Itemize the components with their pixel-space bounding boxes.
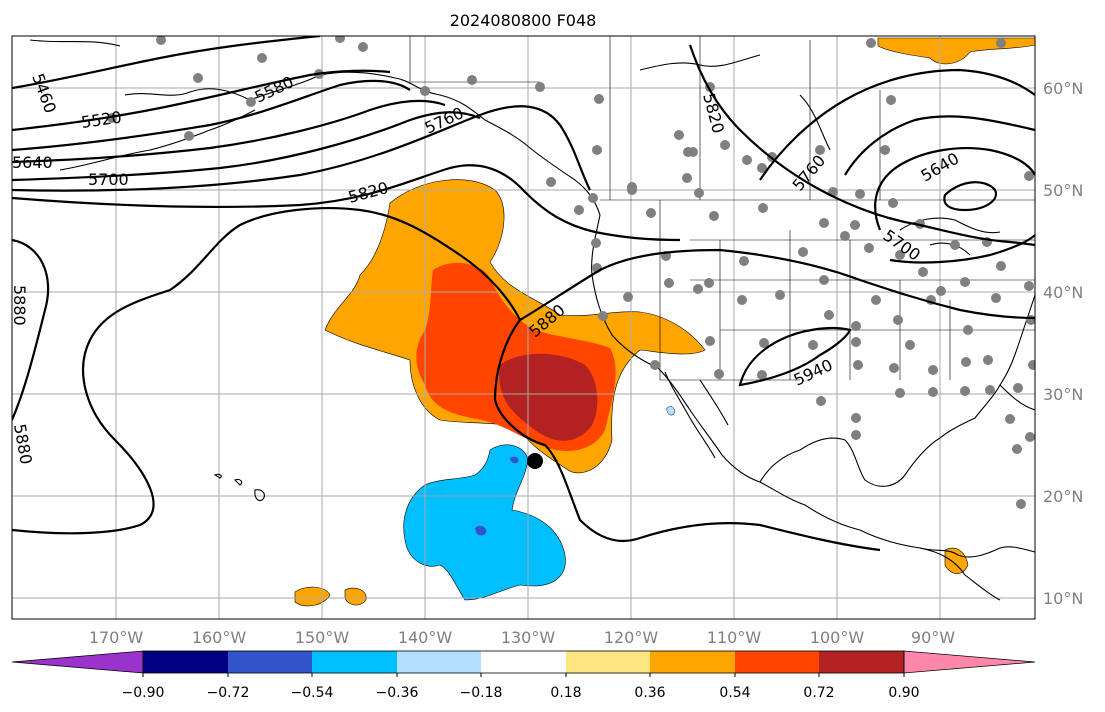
contour-label: 5880 [10, 422, 36, 465]
lon-label: 160°W [192, 628, 247, 647]
colorbar-segment [819, 651, 904, 673]
coastlines [29, 39, 1035, 601]
contour-5580 [12, 79, 411, 152]
hawaii-islands [213, 473, 265, 502]
lat-label: 30°N [1043, 385, 1083, 404]
positive-anomaly-dark-red [499, 353, 598, 441]
colorbar-tick-label: −0.18 [460, 685, 503, 701]
colorbar-tick-label: −0.72 [207, 685, 250, 701]
map-frame [11, 35, 1036, 620]
lon-label: 130°W [501, 628, 556, 647]
height-contours [12, 36, 1035, 552]
lon-label: 170°W [89, 628, 144, 647]
contour-5820-east [688, 44, 1035, 247]
colorbar-segment [397, 651, 481, 673]
colorbar-segment [735, 651, 819, 673]
positive-anomaly-orange-hudson [877, 37, 1035, 65]
colorbar-segment [566, 651, 650, 673]
graticule [12, 36, 1035, 619]
aleutian-chain [59, 109, 256, 171]
contour-5700-east [844, 115, 1035, 176]
positive-anomaly-orange-mexico [944, 547, 969, 574]
baja-california [664, 371, 729, 459]
contour-5760 [12, 105, 591, 192]
colorbar-tick-label: 0.18 [550, 685, 581, 701]
alaska-coast [29, 39, 601, 216]
lat-label: 40°N [1043, 283, 1083, 302]
lat-label: 20°N [1043, 487, 1083, 506]
map-title: 2024080800 F048 [450, 11, 597, 30]
longitude-labels: 170°W 160°W 150°W 140°W 130°W 120°W 110°… [89, 628, 955, 647]
positive-anomaly-orange-south [294, 586, 367, 607]
colorbar-tick-label: 0.72 [803, 685, 834, 701]
contour-5880-main [12, 207, 641, 542]
contour-label: 5640 [12, 153, 53, 172]
light-blue-spot [666, 406, 675, 416]
contour-5880-west [12, 238, 50, 421]
contour-label: 5880 [10, 285, 29, 326]
lat-label: 10°N [1043, 589, 1083, 608]
target-location-marker [527, 453, 543, 469]
gulf-of-mexico-coast [759, 384, 1035, 487]
colorbar-segment [143, 651, 228, 673]
colorbar-tick-label: −0.90 [122, 685, 165, 701]
colorbar-extend-left [11, 650, 144, 674]
negative-anomaly-blue [475, 456, 519, 536]
map-panel: 5460 5520 5580 5640 5700 5760 5820 5880 … [10, 36, 1035, 619]
colorbar-tick-label: 0.90 [888, 685, 919, 701]
lon-label: 140°W [398, 628, 453, 647]
latitude-labels: 60°N 50°N 40°N 30°N 20°N 10°N [1043, 79, 1083, 608]
colorbar-segment [650, 651, 735, 673]
contour-5520 [12, 69, 391, 132]
contour-5460 [12, 36, 321, 90]
contour-5880-south [639, 521, 881, 552]
colorbar: −0.90 −0.72 −0.54 −0.36 −0.18 0.18 0.36 … [11, 650, 1036, 701]
contour-5640 [12, 99, 446, 164]
contour-5880-east [519, 248, 1035, 321]
colorbar-tick-label: 0.54 [719, 685, 750, 701]
contour-5760-east [759, 68, 1035, 181]
lat-label: 60°N [1043, 79, 1083, 98]
lon-label: 150°W [295, 628, 350, 647]
contour-5940 [738, 326, 852, 387]
colorbar-segment [481, 651, 566, 673]
contour-label: 5700 [88, 170, 129, 189]
us-east-coast [999, 294, 1035, 386]
negative-anomaly-sky-blue [403, 444, 566, 601]
contour-5640-east [874, 147, 1035, 264]
colorbar-tick-label: −0.54 [291, 685, 334, 701]
colorbar-segment [228, 651, 312, 673]
political-boundaries [409, 36, 1035, 381]
lon-label: 90°W [911, 628, 955, 647]
contour-5700 [12, 111, 481, 182]
colorbar-extend-right [903, 650, 1036, 674]
colorbar-segment [312, 651, 397, 673]
contour-inner-low [943, 181, 998, 212]
lat-label: 50°N [1043, 181, 1083, 200]
lon-label: 120°W [604, 628, 659, 647]
contour-5820-west [12, 164, 681, 242]
colorbar-tick-label: 0.36 [634, 685, 665, 701]
colorbar-tick-label: −0.36 [376, 685, 419, 701]
lon-label: 100°W [810, 628, 865, 647]
central-america [919, 546, 1035, 558]
observation-stations [107, 36, 1035, 509]
lon-label: 110°W [707, 628, 762, 647]
